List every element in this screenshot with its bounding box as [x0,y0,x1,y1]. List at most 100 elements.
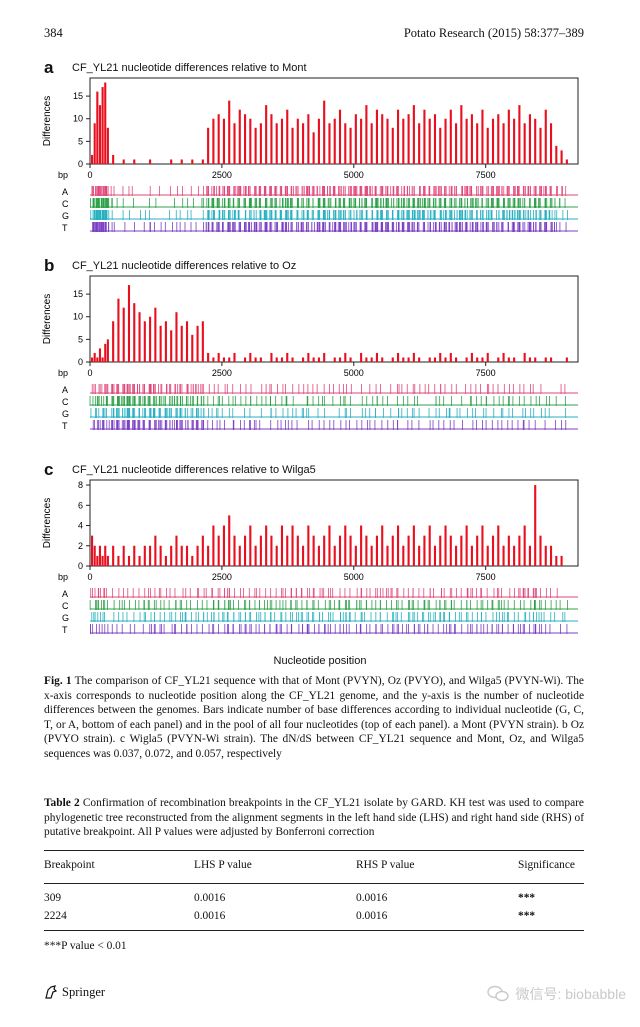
data-bar [544,357,547,362]
data-bar [528,545,531,566]
data-bar [344,525,347,566]
data-bar [259,123,262,164]
data-bar [302,357,305,362]
data-bar [133,303,136,362]
data-bar [439,127,442,164]
panel-title-c: CF_YL21 nucleotide differences relative … [72,464,316,476]
data-bar [201,535,204,566]
data-bar [465,525,468,566]
bp-label: bp [58,368,68,378]
data-bar [391,357,394,362]
data-bar [565,159,568,164]
y-tick-label: 0 [78,357,83,367]
data-bar [127,555,131,566]
data-bar [270,352,273,362]
data-bar [486,127,489,164]
data-bar [207,127,210,164]
table-caption-text: Confirmation of recombination breakpoint… [44,797,584,838]
data-bar [465,118,468,164]
data-bar [418,357,421,362]
y-axis-label: Differences [42,294,53,344]
panel-title-b: CF_YL21 nucleotide differences relative … [72,260,297,272]
data-bar [476,535,479,566]
table-caption: Table 2 Confirmation of recombination br… [44,796,584,840]
publisher-name: Springer [62,984,106,999]
data-bar [104,545,107,566]
data-bar [360,352,363,362]
data-bar [370,357,373,362]
data-bar [280,525,284,566]
data-bar [317,545,320,566]
data-bar [502,123,505,164]
data-bar [407,357,410,362]
data-bar [539,127,542,164]
x-axis-label: Nucleotide position [273,655,367,667]
data-bar [439,352,442,362]
data-bar [486,352,489,362]
data-bar [407,114,410,164]
data-bar [93,545,96,566]
data-bar [207,545,210,566]
table-cell: 309 [44,892,62,904]
data-bar [286,535,289,566]
data-bar [212,525,215,566]
data-bar [101,357,104,362]
track-label-c: C [62,601,69,611]
data-bar [497,525,500,566]
data-bar [455,123,458,164]
data-bar [481,357,484,362]
data-bar [270,535,273,566]
data-bar [333,545,336,566]
journal-reference: Potato Research (2015) 58:377–389 [403,26,584,40]
data-bar [133,159,136,164]
data-bar [286,109,289,164]
data-bar [565,357,568,362]
x-tick-label: 5000 [344,368,364,378]
x-tick-label: 7500 [476,572,496,582]
publisher-logo: Springer [44,984,105,1000]
data-bar [180,325,183,362]
data-bar [296,535,299,566]
data-bar [344,123,347,164]
data-bar [491,535,495,566]
data-bar [323,535,326,566]
data-bar [233,352,236,362]
data-bar [502,352,505,362]
data-bar [280,118,284,164]
data-bar [444,118,447,164]
x-tick-label: 2500 [212,368,232,378]
data-bar [402,545,405,566]
data-bar [365,357,368,362]
data-bar [106,127,109,164]
y-tick-label: 15 [73,289,83,299]
data-bar [423,535,426,566]
data-bar [302,545,305,566]
track-label-g: G [62,211,69,221]
data-bar [528,357,531,362]
table-rule-top [44,850,584,851]
data-bar [396,525,400,566]
data-bar [349,357,352,362]
bp-label: bp [58,572,68,582]
x-tick-label: 2500 [212,170,232,180]
data-bar [207,352,210,362]
data-bar [523,525,526,566]
data-bar [122,545,125,566]
table-header-rhs: RHS P value [356,859,415,871]
data-bar [433,114,437,164]
data-bar [412,352,415,362]
data-bar [291,357,294,362]
bp-label: bp [58,170,68,180]
table-cell: 0.0016 [356,892,388,904]
data-bar [164,321,167,362]
table-header-breakpoint: Breakpoint [44,859,95,871]
data-bar [98,105,102,164]
track-label-t: T [62,223,68,233]
data-bar [286,352,289,362]
track-label-a: A [62,589,68,599]
data-bar [344,352,347,362]
data-bar [555,555,558,566]
x-tick-label: 0 [87,170,92,180]
data-bar [302,123,305,164]
